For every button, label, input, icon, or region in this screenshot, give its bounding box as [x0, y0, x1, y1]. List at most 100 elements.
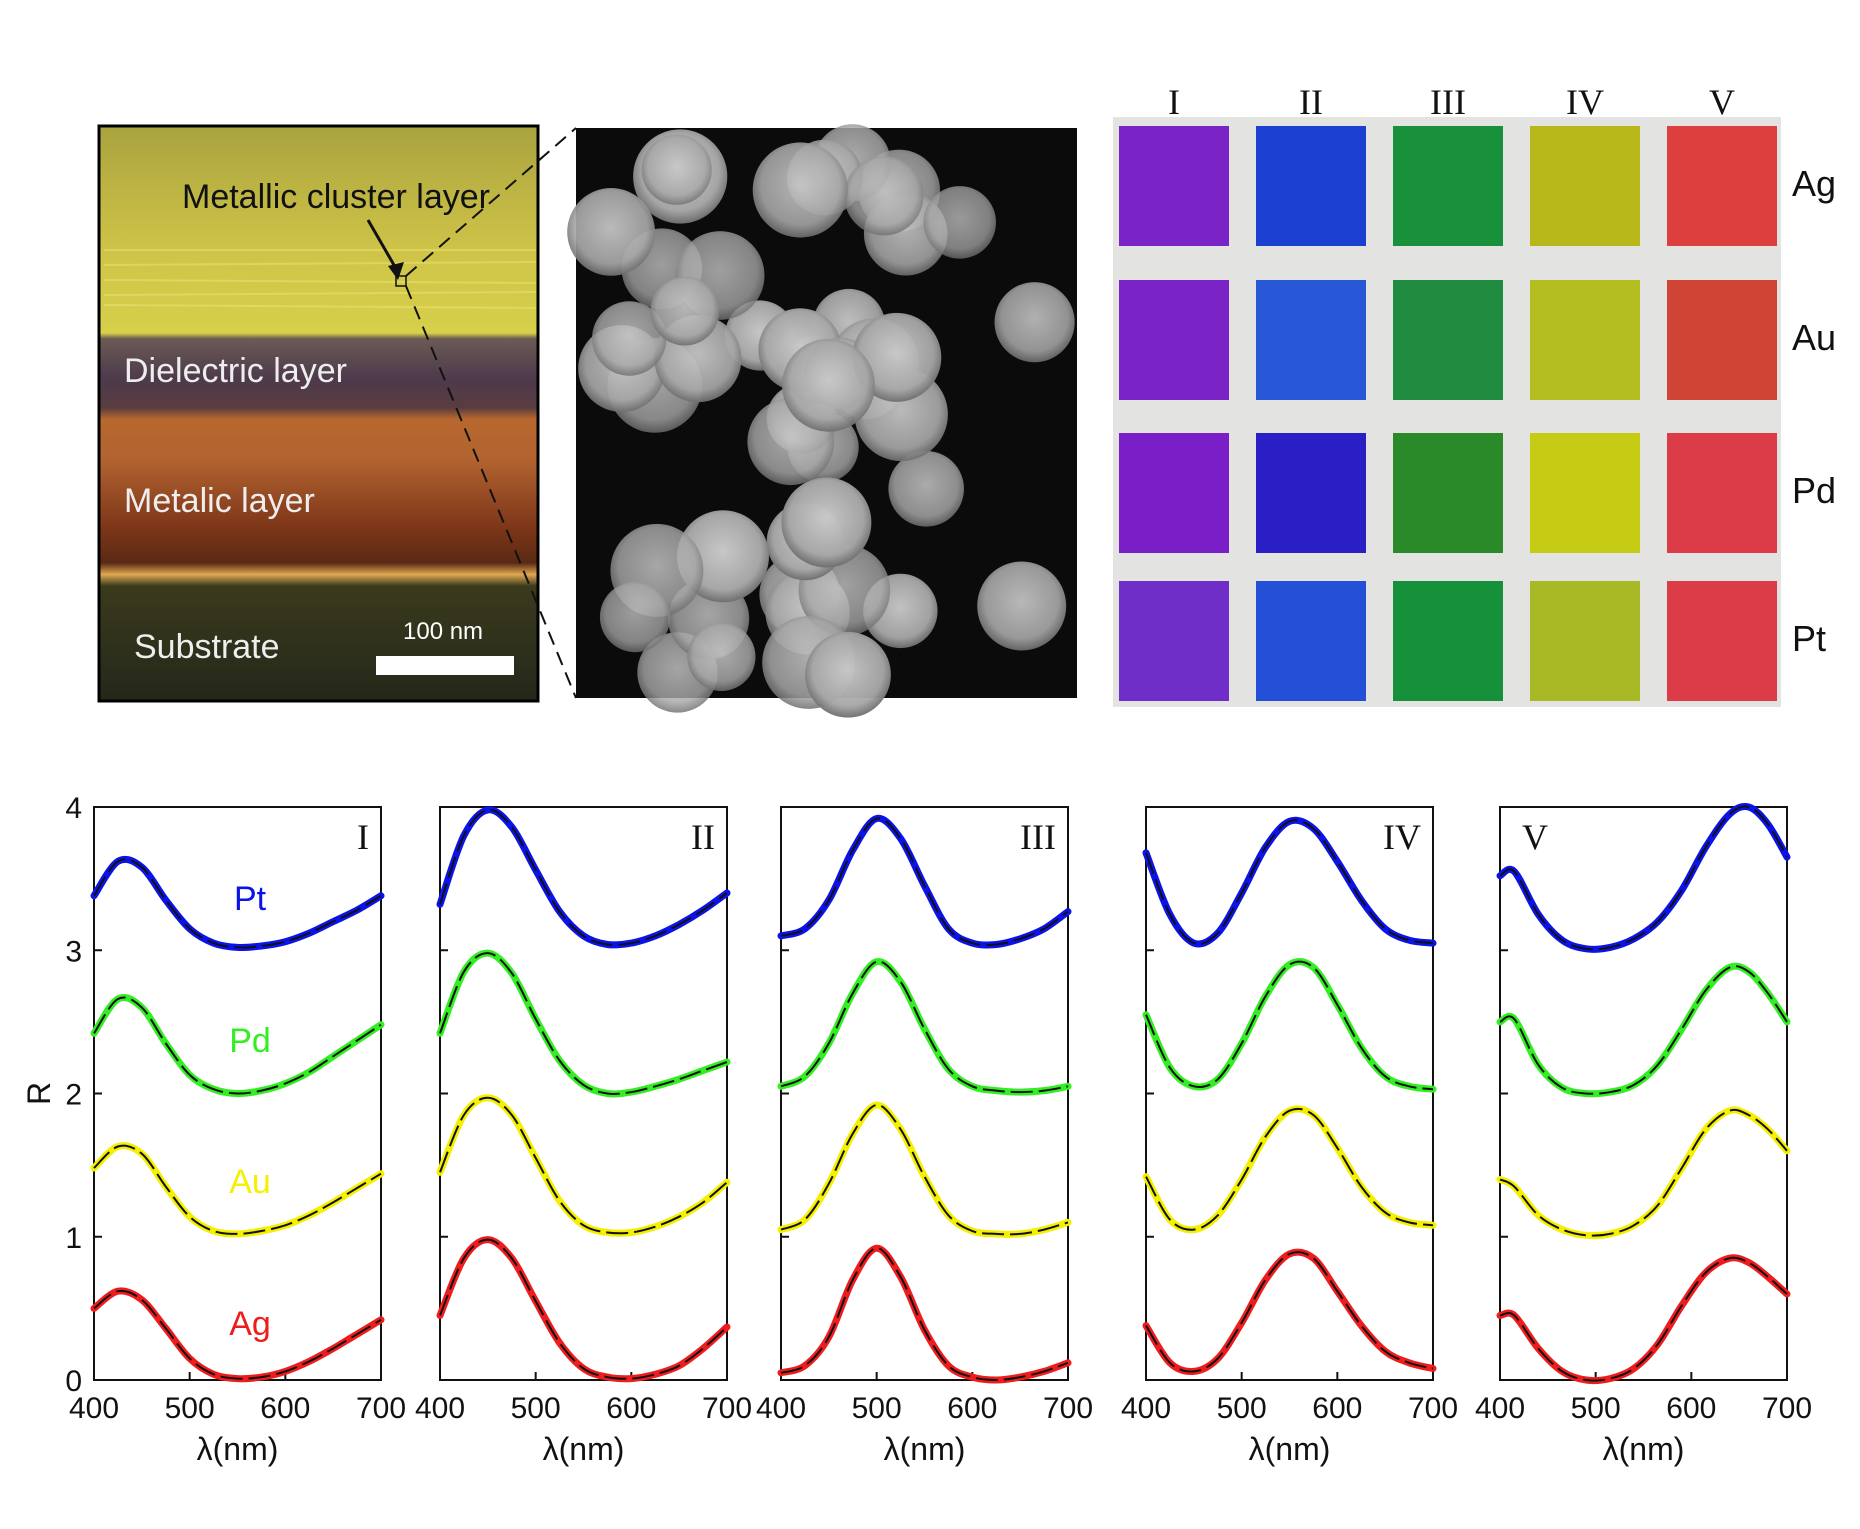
panel-label: I [357, 817, 369, 857]
color-swatch [1667, 126, 1777, 246]
series-line [436, 1094, 731, 1237]
scale-bar-label: 100 nm [403, 618, 483, 645]
fit-line [93, 996, 382, 1095]
y-tick-label: 1 [65, 1222, 82, 1255]
spectrum-panel-IV: IV 400 500 600 700 λ(nm) [1121, 806, 1458, 1467]
series-line [1496, 1106, 1791, 1240]
zoom-box [395, 275, 407, 287]
x-tick-label: 500 [852, 1392, 902, 1425]
swatch-column-label: III [1430, 82, 1466, 122]
series-label: Au [229, 1163, 271, 1201]
color-swatch [1256, 126, 1366, 246]
x-tick-label: 400 [1121, 1392, 1171, 1425]
tem-panel [567, 124, 1077, 718]
nanoparticles [567, 124, 1075, 718]
fit-line [1499, 1108, 1788, 1237]
x-axis-label: λ(nm) [1603, 1431, 1685, 1467]
plot-frame [1145, 806, 1434, 1381]
series-line [436, 806, 731, 949]
fit-line [1145, 1251, 1434, 1373]
nanoparticle [844, 156, 924, 236]
x-axis-label: λ(nm) [884, 1431, 966, 1467]
spectra-charts: I 400 500 600 700 λ(nm) 0 1 2 3 4 R Pt Pd Au Ag II 400 500… [21, 792, 1812, 1467]
color-swatch [1393, 433, 1503, 553]
color-swatch [1530, 581, 1640, 701]
nanoparticle [781, 477, 872, 568]
series-line [1496, 1254, 1791, 1385]
series-label: Pd [229, 1022, 271, 1060]
nanoparticle [592, 301, 667, 376]
x-tick-label: 600 [606, 1392, 656, 1425]
y-tick-label: 2 [65, 1079, 82, 1112]
swatch-row-label: Pt [1792, 618, 1826, 659]
series-line [436, 949, 731, 1098]
x-tick-label: 500 [1217, 1392, 1267, 1425]
swatch-row-label: Au [1792, 317, 1836, 358]
color-swatch [1256, 581, 1366, 701]
cross-section-panel: Metallic cluster layer Dielectric layer … [97, 124, 577, 703]
color-swatch [1256, 280, 1366, 400]
fit-line [1145, 819, 1434, 946]
x-tick-label: 600 [1666, 1392, 1716, 1425]
x-tick-label: 500 [511, 1392, 561, 1425]
fit-line [439, 1096, 728, 1235]
label-substrate: Substrate [134, 628, 280, 666]
nanoparticle [752, 142, 848, 238]
nanoparticle [687, 622, 756, 692]
color-swatch [1530, 280, 1640, 400]
nanoparticle [599, 581, 671, 653]
swatch-column-label: II [1299, 82, 1323, 122]
x-tick-label: 700 [1762, 1392, 1812, 1425]
panel-label: II [691, 817, 715, 857]
panel-label: V [1522, 817, 1548, 857]
spectrum-panel-II: II 400 500 600 700 λ(nm) [415, 806, 752, 1467]
color-swatch [1667, 280, 1777, 400]
fit-line [93, 1289, 382, 1380]
cluster-texture [103, 249, 537, 309]
series-line [777, 1244, 1072, 1384]
label-cluster-layer: Metallic cluster layer [182, 178, 490, 216]
series-label: Ag [229, 1305, 271, 1343]
x-tick-label: 700 [356, 1392, 406, 1425]
y-tick-label: 3 [65, 935, 82, 968]
fit-line [1499, 805, 1788, 951]
color-swatch [1119, 126, 1229, 246]
series-label: Pt [234, 880, 267, 918]
fit-line [1499, 1256, 1788, 1382]
zoom-line-top [405, 127, 577, 277]
x-tick-label: 600 [260, 1392, 310, 1425]
plot-frame [1499, 806, 1788, 1381]
cross-section-image [97, 124, 540, 703]
x-axis-label: λ(nm) [543, 1431, 625, 1467]
swatch-row-label: Pd [1792, 470, 1836, 511]
cluster-arrow [366, 219, 400, 273]
series-line [777, 958, 1072, 1096]
color-swatch [1530, 126, 1640, 246]
color-swatch [1393, 126, 1503, 246]
fit-line [1145, 1107, 1434, 1231]
nanoparticle [888, 451, 964, 527]
fit-line [1499, 965, 1788, 1095]
x-tick-label: 700 [1408, 1392, 1458, 1425]
nanoparticle [641, 134, 712, 205]
nanoparticle [567, 188, 655, 276]
swatch-row-label: Ag [1792, 163, 1836, 204]
color-swatch [1393, 581, 1503, 701]
x-tick-label: 500 [1571, 1392, 1621, 1425]
fit-line [780, 1104, 1069, 1236]
zoom-line-bottom [405, 285, 577, 699]
cluster-arrow-head [388, 262, 404, 280]
nanoparticle [994, 282, 1075, 363]
nanoparticle [923, 186, 996, 259]
nanoparticle [805, 631, 891, 718]
color-swatch [1530, 433, 1640, 553]
color-swatch [1256, 433, 1366, 553]
fit-line [439, 1238, 728, 1380]
y-tick-label: 4 [65, 792, 82, 825]
fit-line [93, 858, 382, 949]
nanoparticle [782, 338, 875, 432]
color-swatch [1119, 581, 1229, 701]
x-tick-label: 400 [756, 1392, 806, 1425]
color-swatch [1119, 433, 1229, 553]
